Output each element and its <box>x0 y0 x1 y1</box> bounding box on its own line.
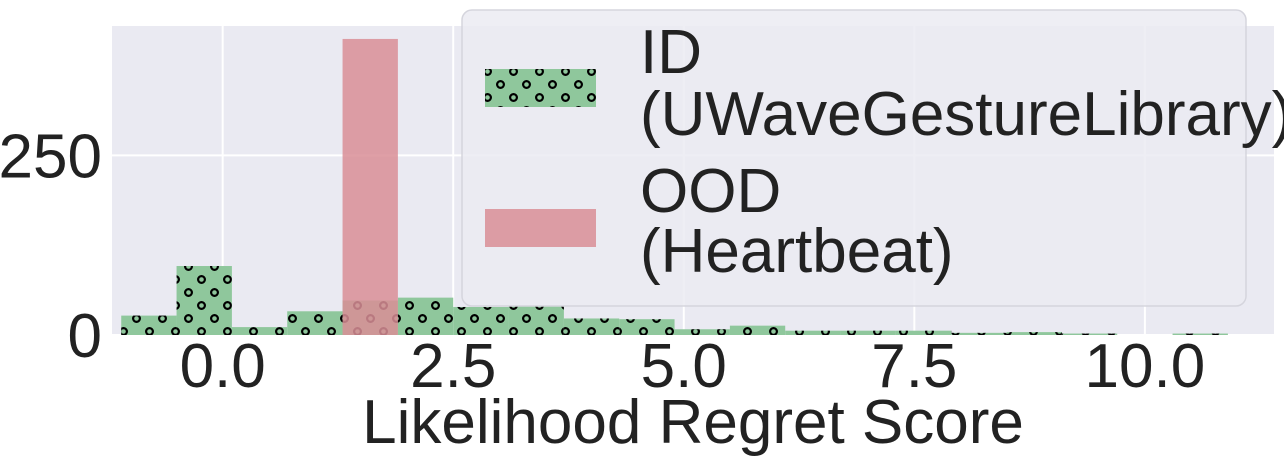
id-bar-hatch <box>563 318 620 335</box>
y-tick-labels: 0 250 <box>0 122 102 371</box>
x-tick-labels: 0.0 2.5 5.0 7.5 10.0 <box>180 332 1206 401</box>
id-bar-hatch <box>840 330 896 335</box>
legend-label-ood-line2: (Heartbeat) <box>640 217 954 286</box>
ood-series-bars <box>342 38 398 335</box>
id-bar-hatch <box>508 306 564 335</box>
id-bar-hatch <box>619 319 675 335</box>
id-bar-hatch <box>1006 332 1062 335</box>
id-bar-hatch <box>1172 333 1228 335</box>
legend-label-ood-line1: OOD <box>640 157 781 226</box>
legend-label-id-line2: (UWaveGestureLibrary) <box>640 80 1284 149</box>
legend-box <box>461 9 1247 307</box>
legend-label-id-line1: ID <box>640 18 702 87</box>
x-tick-label: 2.5 <box>410 332 496 401</box>
id-bar-hatch <box>674 329 730 335</box>
x-tick-label: 0.0 <box>180 332 266 401</box>
id-bar-hatch <box>895 330 952 335</box>
ood-bar <box>342 38 398 335</box>
x-axis-label: Likelihood Regret Score <box>362 388 1024 457</box>
id-bar-hatch <box>231 327 288 335</box>
legend-swatch-id-hatch <box>485 69 596 107</box>
id-bar-hatch <box>951 332 1007 335</box>
id-bar-hatch <box>729 325 786 335</box>
x-tick-label: 7.5 <box>871 332 957 401</box>
x-tick-label: 5.0 <box>641 332 727 401</box>
id-bar-hatch <box>785 330 841 335</box>
x-tick-label: 10.0 <box>1085 332 1206 401</box>
id-bar-hatch <box>121 315 177 335</box>
y-tick-label: 250 <box>0 122 102 191</box>
id-bar-hatch <box>1061 333 1118 335</box>
id-bar-hatch <box>397 297 454 335</box>
id-bar-hatch <box>453 306 509 335</box>
y-tick-label: 0 <box>68 302 102 371</box>
legend-swatch-ood <box>485 209 596 247</box>
id-bar-hatch <box>176 266 232 335</box>
id-bar-hatch <box>287 311 343 335</box>
legend: ID (UWaveGestureLibrary) OOD (Heartbeat) <box>461 9 1284 307</box>
